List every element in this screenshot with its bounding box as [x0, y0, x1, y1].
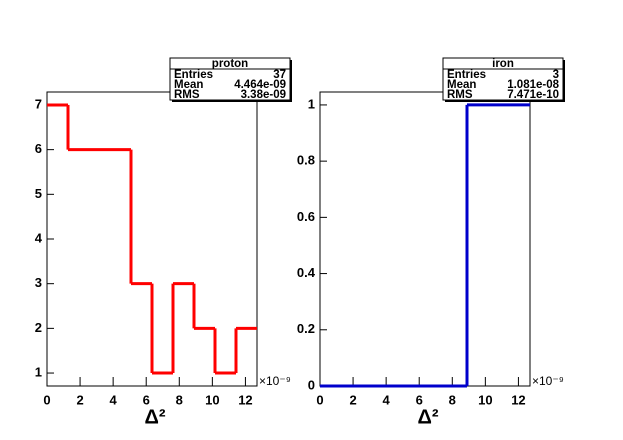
stats-label: RMS — [447, 89, 473, 101]
y-tick-label: 2 — [35, 320, 42, 335]
stats-label: Entries — [447, 69, 486, 81]
stats-value: 37 — [273, 69, 286, 81]
x-tick-label: 2 — [76, 392, 83, 407]
frame — [319, 91, 531, 387]
y-tick-label: 7 — [35, 96, 42, 111]
x-tick-label: 0 — [316, 392, 323, 407]
stats-label: Mean — [174, 79, 203, 91]
stats-value: 4.464e-09 — [234, 79, 286, 91]
stats-box — [169, 57, 291, 101]
x-tick-label: 8 — [449, 392, 456, 407]
y-tick-label: 6 — [35, 141, 42, 156]
x-tick-label: 6 — [143, 392, 150, 407]
x-tick-label: 4 — [383, 392, 391, 407]
x-tick-label: 2 — [349, 392, 356, 407]
y-tick-label: 1 — [308, 96, 315, 111]
y-tick-label: 0.6 — [297, 209, 315, 224]
y-tick-label: 0.4 — [297, 265, 316, 280]
stats-title: iron — [492, 58, 514, 70]
y-tick-label: 0 — [308, 377, 315, 392]
y-tick-label: 3 — [35, 275, 42, 290]
stats-box — [442, 57, 564, 101]
x-exponent: ×10⁻⁹ — [532, 374, 564, 388]
x-tick-label: 10 — [205, 392, 219, 407]
x-tick-label: 10 — [478, 392, 492, 407]
y-tick-label: 0.2 — [297, 321, 315, 336]
y-tick-label: 0.8 — [297, 153, 315, 168]
x-tick-label: 12 — [511, 392, 525, 407]
x-tick-label: 0 — [43, 392, 50, 407]
x-tick-label: 4 — [110, 392, 118, 407]
y-tick-label: 4 — [35, 230, 43, 245]
stats-value: 3.38e-09 — [241, 89, 286, 101]
x-axis-label: Δ² — [144, 406, 165, 428]
stats-label: Entries — [174, 69, 213, 81]
y-tick-label: 5 — [35, 186, 42, 201]
y-tick-label: 1 — [35, 364, 42, 379]
x-tick-label: 12 — [238, 392, 252, 407]
stats-value: 1.081e-08 — [507, 79, 559, 91]
x-axis-label: Δ² — [417, 406, 438, 428]
stats-title: proton — [212, 58, 248, 70]
x-tick-label: 6 — [416, 392, 423, 407]
x-exponent: ×10⁻⁹ — [259, 374, 291, 388]
stats-label: Mean — [447, 79, 476, 91]
stats-label: RMS — [174, 89, 200, 101]
x-tick-label: 8 — [176, 392, 183, 407]
stats-value: 3 — [553, 69, 559, 81]
stats-value: 7.471e-10 — [507, 89, 559, 101]
